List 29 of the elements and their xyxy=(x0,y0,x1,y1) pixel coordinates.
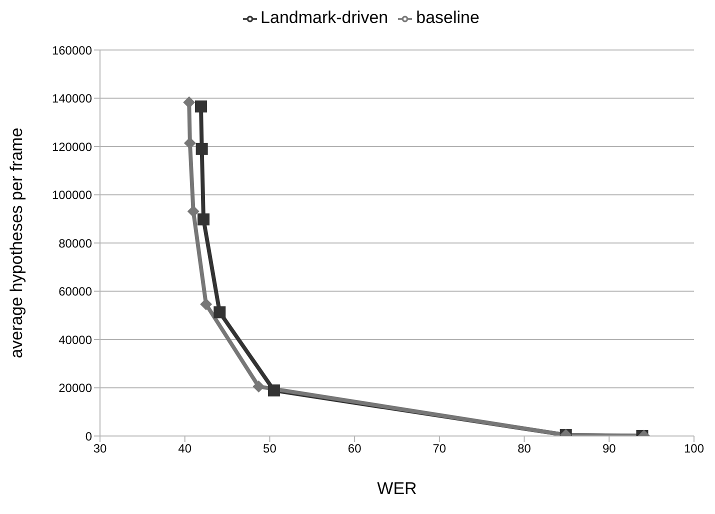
y-tick-label: 80000 xyxy=(58,236,92,250)
y-tick-label: 100000 xyxy=(52,188,92,202)
point xyxy=(196,142,208,155)
x-tick-label: 40 xyxy=(178,442,192,456)
y-tick-label: 120000 xyxy=(52,140,92,154)
x-axis-title: WER xyxy=(377,479,417,498)
x-tick-label: 80 xyxy=(518,442,532,456)
point xyxy=(194,100,207,112)
point xyxy=(200,298,212,310)
point xyxy=(198,213,210,226)
x-tick-label: 100 xyxy=(684,442,704,456)
point xyxy=(252,380,265,393)
x-tick-label: 50 xyxy=(263,442,277,456)
y-tick-label: 60000 xyxy=(58,284,92,299)
point xyxy=(214,306,226,318)
y-tick-label: 140000 xyxy=(52,92,92,106)
point xyxy=(183,96,196,108)
y-axis-title: average hypotheses per frame xyxy=(7,128,26,358)
x-tick-label: 60 xyxy=(348,442,362,456)
x-tick-label: 30 xyxy=(93,442,107,456)
legend-label: Landmark-driven xyxy=(260,8,388,27)
y-tick-label: 40000 xyxy=(58,332,92,347)
point xyxy=(268,384,280,396)
y-tick-label: 20000 xyxy=(58,381,92,396)
legend-label: baseline xyxy=(416,8,480,27)
x-tick-label: 70 xyxy=(432,442,446,456)
y-tick-label: 160000 xyxy=(52,43,92,58)
y-tick-label: 0 xyxy=(85,429,92,444)
x-tick-label: 90 xyxy=(602,442,616,456)
